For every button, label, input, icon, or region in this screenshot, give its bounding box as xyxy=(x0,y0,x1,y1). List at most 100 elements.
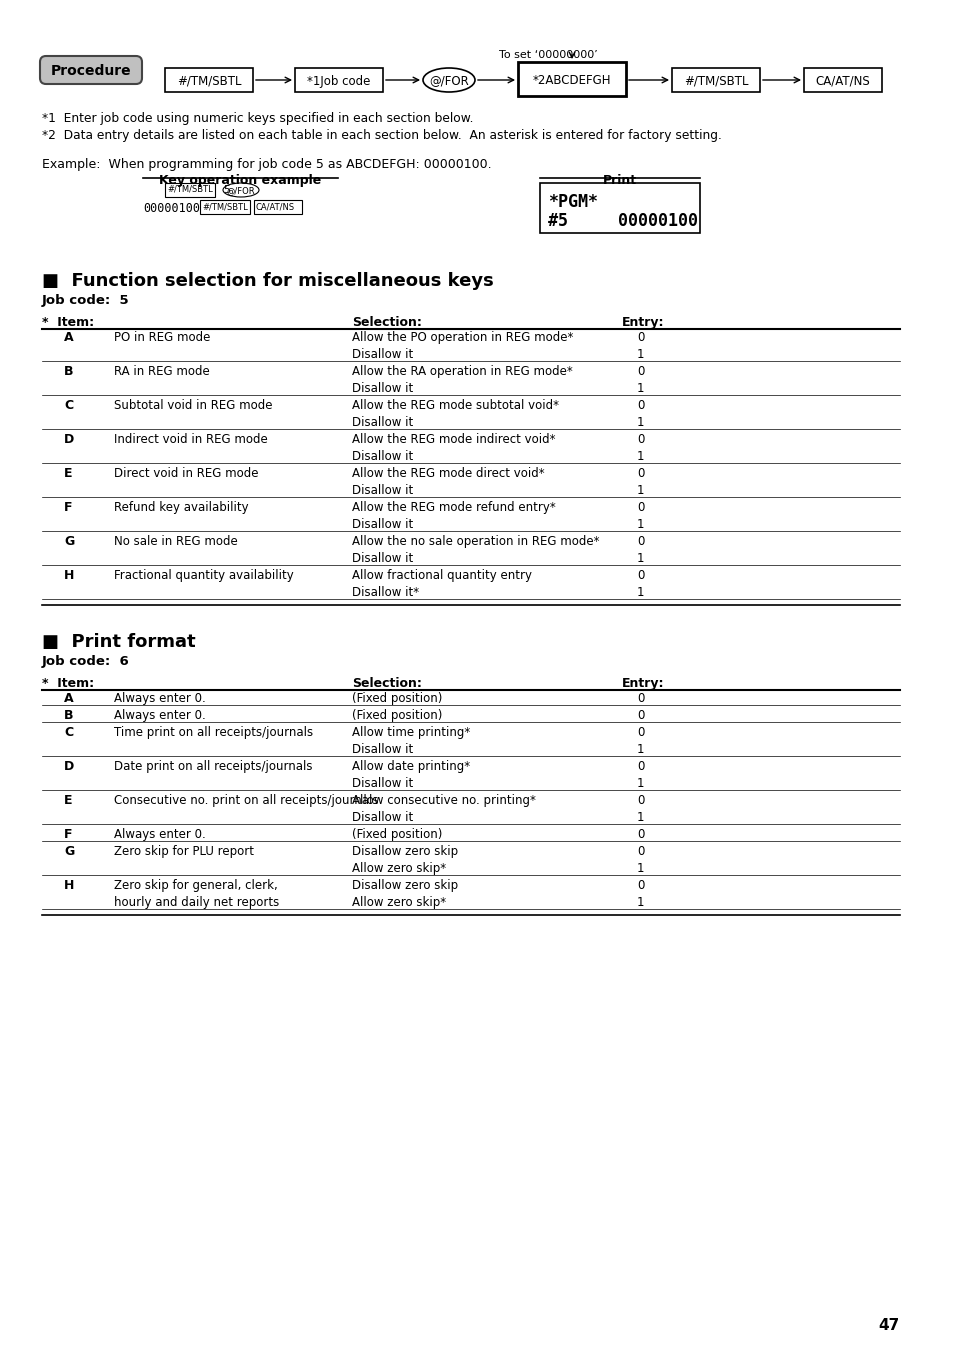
Text: Subtotal void in REG mode: Subtotal void in REG mode xyxy=(113,399,273,411)
Text: Disallow it: Disallow it xyxy=(352,484,413,496)
Bar xyxy=(165,67,253,92)
Bar xyxy=(294,67,382,92)
Text: Allow the RA operation in REG mode*: Allow the RA operation in REG mode* xyxy=(352,366,572,378)
Text: Indirect void in REG mode: Indirect void in REG mode xyxy=(113,433,268,447)
Text: Disallow it: Disallow it xyxy=(352,743,413,755)
Text: Disallow it: Disallow it xyxy=(352,518,413,532)
Bar xyxy=(165,183,214,197)
Text: #5     00000100: #5 00000100 xyxy=(547,212,698,229)
Text: Allow consecutive no. printing*: Allow consecutive no. printing* xyxy=(352,795,536,807)
Text: hourly and daily net reports: hourly and daily net reports xyxy=(113,896,279,909)
Text: 5: 5 xyxy=(223,185,230,196)
Text: Date print on all receipts/journals: Date print on all receipts/journals xyxy=(113,759,313,773)
Text: 0: 0 xyxy=(637,844,643,858)
Text: 1: 1 xyxy=(637,382,644,395)
Text: B: B xyxy=(64,366,73,378)
Bar xyxy=(539,183,700,233)
Text: Print: Print xyxy=(602,174,637,188)
Text: 0: 0 xyxy=(637,467,643,480)
Text: ■  Print format: ■ Print format xyxy=(42,633,195,652)
Text: Zero skip for general, clerk,: Zero skip for general, clerk, xyxy=(113,880,277,892)
Text: D: D xyxy=(64,433,74,447)
Text: *PGM*: *PGM* xyxy=(547,193,598,210)
Text: F: F xyxy=(64,828,72,840)
Text: 1: 1 xyxy=(637,518,644,532)
Text: No sale in REG mode: No sale in REG mode xyxy=(113,536,237,548)
Text: Always enter 0.: Always enter 0. xyxy=(113,710,206,722)
Text: 1: 1 xyxy=(637,348,644,362)
Text: G: G xyxy=(64,844,74,858)
Text: D: D xyxy=(64,759,74,773)
Text: C: C xyxy=(64,399,73,411)
Text: 0: 0 xyxy=(637,366,643,378)
Text: Always enter 0.: Always enter 0. xyxy=(113,828,206,840)
Text: #/TM/SBTL: #/TM/SBTL xyxy=(683,74,747,88)
Text: 1: 1 xyxy=(637,552,644,565)
Text: CA/AT/NS: CA/AT/NS xyxy=(255,202,294,210)
Text: To set ‘00000000’: To set ‘00000000’ xyxy=(498,50,597,59)
Text: Allow time printing*: Allow time printing* xyxy=(352,726,470,739)
Text: Direct void in REG mode: Direct void in REG mode xyxy=(113,467,258,480)
Text: Zero skip for PLU report: Zero skip for PLU report xyxy=(113,844,253,858)
Text: *  Item:: * Item: xyxy=(42,677,94,689)
Text: 1: 1 xyxy=(637,451,644,463)
Text: *1  Enter job code using numeric keys specified in each section below.: *1 Enter job code using numeric keys spe… xyxy=(42,112,473,125)
Text: Procedure: Procedure xyxy=(51,63,132,78)
Text: 0: 0 xyxy=(637,569,643,581)
Text: *2  Data entry details are listed on each table in each section below.  An aster: *2 Data entry details are listed on each… xyxy=(42,130,721,142)
Bar xyxy=(517,62,625,96)
Text: Time print on all receipts/journals: Time print on all receipts/journals xyxy=(113,726,313,739)
Text: Disallow it: Disallow it xyxy=(352,552,413,565)
Text: Disallow it: Disallow it xyxy=(352,451,413,463)
Text: #/TM/SBTL: #/TM/SBTL xyxy=(202,202,248,210)
Bar xyxy=(253,200,302,214)
Text: Allow the REG mode indirect void*: Allow the REG mode indirect void* xyxy=(352,433,555,447)
Text: Allow date printing*: Allow date printing* xyxy=(352,759,470,773)
Text: 0: 0 xyxy=(637,828,643,840)
Text: 0: 0 xyxy=(637,536,643,548)
Text: E: E xyxy=(64,795,72,807)
Text: RA in REG mode: RA in REG mode xyxy=(113,366,210,378)
Text: 00000100: 00000100 xyxy=(143,202,200,214)
Text: Disallow it*: Disallow it* xyxy=(352,585,418,599)
Text: 1: 1 xyxy=(637,811,644,824)
Text: H: H xyxy=(64,569,74,581)
Text: Job code:  5: Job code: 5 xyxy=(42,294,130,308)
Bar xyxy=(803,67,882,92)
Text: *2ABCDEFGH: *2ABCDEFGH xyxy=(532,73,611,86)
Text: H: H xyxy=(64,880,74,892)
Bar xyxy=(671,67,760,92)
Ellipse shape xyxy=(422,67,475,92)
Text: *1Job code: *1Job code xyxy=(307,74,371,88)
Text: (Fixed position): (Fixed position) xyxy=(352,828,442,840)
Text: PO in REG mode: PO in REG mode xyxy=(113,331,211,344)
Text: Disallow zero skip: Disallow zero skip xyxy=(352,880,457,892)
Text: Always enter 0.: Always enter 0. xyxy=(113,692,206,706)
Text: 0: 0 xyxy=(637,331,643,344)
Text: 0: 0 xyxy=(637,692,643,706)
Text: Disallow it: Disallow it xyxy=(352,777,413,791)
Text: Allow the no sale operation in REG mode*: Allow the no sale operation in REG mode* xyxy=(352,536,598,548)
Text: Refund key availability: Refund key availability xyxy=(113,500,249,514)
Text: Allow zero skip*: Allow zero skip* xyxy=(352,862,446,876)
Text: G: G xyxy=(64,536,74,548)
Text: Selection:: Selection: xyxy=(352,316,421,329)
Text: 1: 1 xyxy=(637,896,644,909)
FancyBboxPatch shape xyxy=(40,57,142,84)
Text: Allow the REG mode subtotal void*: Allow the REG mode subtotal void* xyxy=(352,399,558,411)
Text: Disallow it: Disallow it xyxy=(352,811,413,824)
Text: Disallow it: Disallow it xyxy=(352,415,413,429)
Text: CA/AT/NS: CA/AT/NS xyxy=(815,74,869,88)
Text: B: B xyxy=(64,710,73,722)
Text: 1: 1 xyxy=(637,743,644,755)
Text: Key operation example: Key operation example xyxy=(159,174,321,188)
Text: 0: 0 xyxy=(637,795,643,807)
Text: 47: 47 xyxy=(878,1318,899,1333)
Text: Entry:: Entry: xyxy=(621,677,664,689)
Text: Disallow it: Disallow it xyxy=(352,348,413,362)
Text: 1: 1 xyxy=(637,862,644,876)
Text: Disallow it: Disallow it xyxy=(352,382,413,395)
Text: @/FOR: @/FOR xyxy=(227,186,255,196)
Text: Entry:: Entry: xyxy=(621,316,664,329)
Text: 0: 0 xyxy=(637,880,643,892)
